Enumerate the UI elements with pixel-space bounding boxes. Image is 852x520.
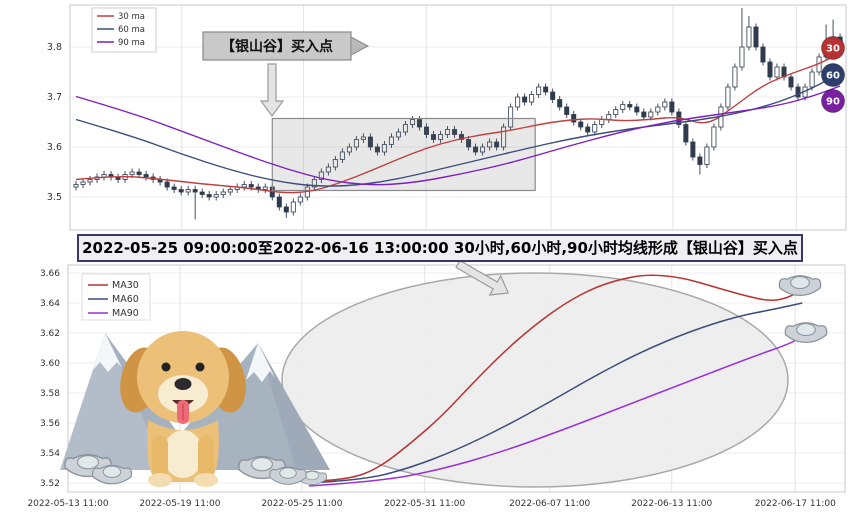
y-tick-label: 3.6 xyxy=(47,142,62,153)
bottom-x-axis: 2022-05-13 11:00 2022-05-19 11:00 2022-05-… xyxy=(27,499,836,509)
ma-line-90ma xyxy=(75,85,841,186)
x-tick-label: 2022-05-19 11:00 xyxy=(139,499,220,509)
top-y-axis: 3.8 3.7 3.6 3.5 xyxy=(47,42,62,203)
y-tick-label: 3.60 xyxy=(40,359,60,369)
legend-label: 60 ma xyxy=(118,25,145,35)
banner-to-ellipse-arrow xyxy=(455,259,510,296)
y-tick-label: 3.62 xyxy=(40,329,60,339)
dog-icon xyxy=(120,331,246,487)
callout-down-arrow xyxy=(259,63,285,118)
legend-label: MA30 xyxy=(112,280,139,291)
y-tick-label: 3.52 xyxy=(40,479,60,489)
x-tick-label: 2022-05-31 11:00 xyxy=(384,499,465,509)
bottom-legend: MA30 MA60 MA90 xyxy=(81,273,151,321)
ma-badges: 30 60 90 xyxy=(821,36,845,113)
legend-label: 90 ma xyxy=(118,38,145,48)
y-tick-label: 3.58 xyxy=(40,389,60,399)
signal-banner: 2022-05-25 09:00:00至2022-06-16 13:00:00 … xyxy=(77,234,803,262)
callout-label: 【银山谷】买入点 xyxy=(221,38,333,55)
badge-label: 90 xyxy=(826,97,840,108)
ingot-markers xyxy=(296,275,828,486)
y-tick-label: 3.5 xyxy=(47,192,62,203)
banner-arrow-wrap xyxy=(455,259,510,296)
y-tick-label: 3.66 xyxy=(40,269,60,279)
top-gridlines xyxy=(69,5,846,230)
top-chart: 3.8 3.7 3.6 3.5 30 ma 60 ma 90 ma 30 60 90 【银山谷】买入… xyxy=(47,4,847,231)
legend-label: 30 ma xyxy=(118,12,145,22)
highlight-ellipse xyxy=(281,272,789,488)
dog-mountains-illustration xyxy=(60,331,330,487)
y-tick-label: 3.64 xyxy=(40,299,60,309)
ma-line-MA30 xyxy=(308,274,803,483)
top-legend: 30 ma 60 ma 90 ma xyxy=(91,7,157,53)
silver-ingot-icon xyxy=(778,275,822,296)
y-tick-label: 3.7 xyxy=(47,92,62,103)
silver-ingot-icon xyxy=(91,464,133,485)
x-tick-label: 2022-06-17 11:00 xyxy=(755,499,836,509)
ma-line-MA60 xyxy=(308,302,803,484)
x-tick-label: 2022-05-13 11:00 xyxy=(27,499,108,509)
buy-point-callout: 【银山谷】买入点 xyxy=(202,31,370,118)
badge-label: 30 xyxy=(826,44,840,55)
y-tick-label: 3.8 xyxy=(47,42,62,53)
legend-label: MA90 xyxy=(112,308,139,319)
ma-line-MA90 xyxy=(308,335,803,487)
badge-label: 60 xyxy=(826,71,840,82)
y-tick-label: 3.56 xyxy=(40,419,60,429)
legend-label: MA60 xyxy=(112,294,139,305)
ma-line-60ma xyxy=(75,72,841,187)
bottom-y-axis: 3.66 3.64 3.62 3.60 3.58 3.56 3.54 3.52 xyxy=(40,269,60,489)
silver-ingot-icon xyxy=(269,466,307,485)
highlight-region xyxy=(271,117,536,192)
x-tick-label: 2022-06-07 11:00 xyxy=(509,499,590,509)
silver-ingot-icon xyxy=(296,470,328,486)
y-tick-label: 3.54 xyxy=(40,449,60,459)
x-tick-label: 2022-05-25 11:00 xyxy=(261,499,342,509)
x-tick-label: 2022-06-13 11:00 xyxy=(631,499,712,509)
silver-ingot-icon xyxy=(784,322,828,343)
